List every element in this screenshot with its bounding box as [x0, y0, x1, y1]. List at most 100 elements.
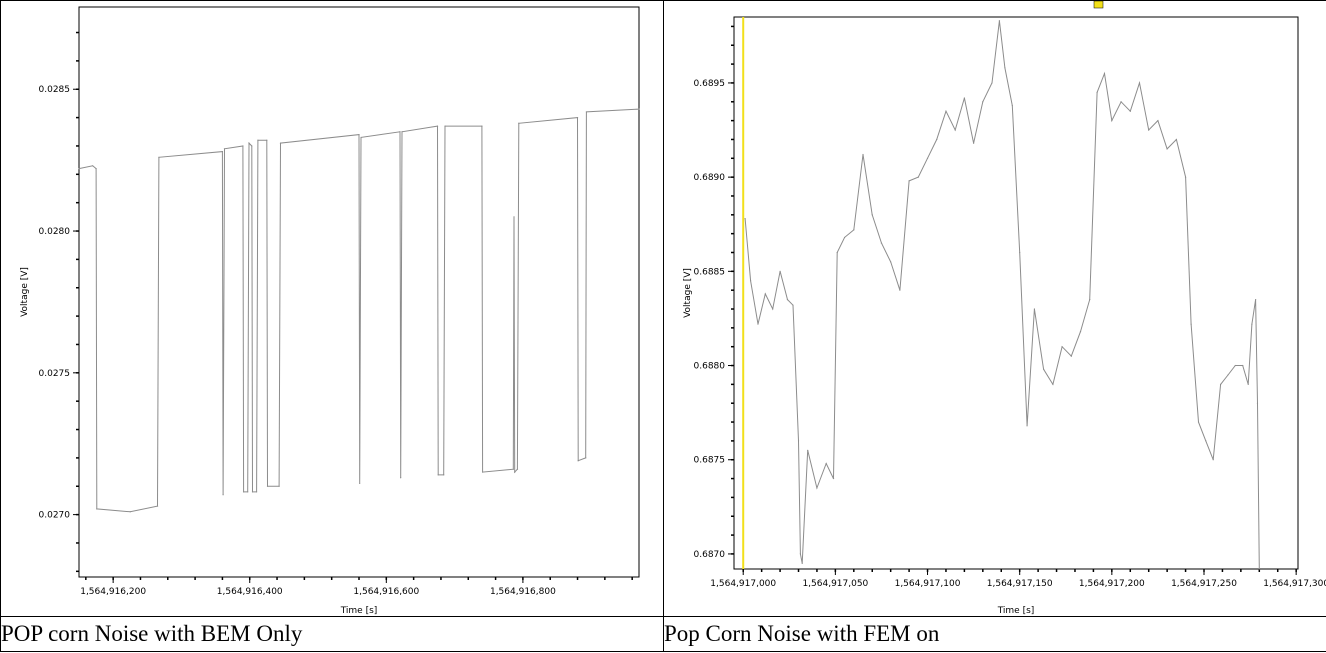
data-point [843, 236, 846, 239]
data-point [779, 270, 781, 272]
x-tick-label: 1,564,917,200 [1079, 579, 1145, 589]
data-point [222, 494, 224, 496]
data-point [926, 157, 929, 159]
data-point [251, 145, 253, 147]
data-point [1148, 129, 1150, 131]
data-point [481, 125, 483, 127]
data-point [1070, 355, 1072, 357]
data-point [437, 474, 439, 476]
data-point [399, 131, 401, 133]
right-caption: Pop Corn Noise with FEM on [663, 616, 1326, 652]
data-point [279, 142, 282, 144]
data-point [853, 229, 855, 231]
data-point [158, 156, 160, 158]
data-point [129, 511, 131, 513]
data-point [908, 180, 910, 182]
data-point [1129, 110, 1131, 112]
x-tick-label: 1,564,917,300 [1263, 579, 1326, 589]
cursor-marker[interactable] [1093, 1, 1104, 9]
data-point [1061, 346, 1063, 348]
data-point [890, 261, 892, 263]
data-point [518, 122, 520, 124]
data-point [786, 298, 789, 301]
data-point [963, 97, 965, 99]
data-point [360, 136, 362, 139]
data-point [482, 471, 484, 473]
data-point [257, 139, 259, 141]
data-point [1197, 421, 1200, 423]
x-tick-label: 1,564,916,400 [217, 587, 283, 597]
data-point [982, 101, 984, 103]
left-caption: POP corn Noise with BEM Only [0, 616, 664, 652]
y-tick-label: 0.6870 [694, 550, 726, 560]
data-point [1103, 72, 1106, 75]
data-point [1120, 101, 1122, 103]
data-point [400, 477, 402, 479]
data-point [871, 214, 873, 216]
data-point [436, 125, 439, 127]
data-point [1157, 120, 1159, 122]
data-point [359, 482, 361, 485]
y-tick-label: 0.0280 [39, 227, 71, 237]
data-point [1234, 364, 1236, 367]
data-point [917, 176, 919, 178]
data-point [401, 131, 403, 133]
data-point [757, 323, 759, 325]
data-point [792, 304, 794, 306]
y-tick-label: 0.0270 [39, 511, 71, 521]
data-point [1227, 374, 1229, 376]
data-point [1004, 67, 1006, 69]
data-point [1255, 298, 1257, 301]
data-point [638, 108, 640, 110]
data-point [1205, 440, 1207, 442]
data-point [1219, 383, 1222, 385]
data-point [278, 485, 280, 487]
data-point [1096, 91, 1098, 93]
data-point [444, 125, 446, 127]
left-plot-cell: 0.0270 0.0275 0.0280 0.0285 1,564,916,200 1,5… [0, 0, 664, 617]
data-point [95, 168, 97, 170]
data-point [1166, 148, 1168, 150]
data-point [247, 491, 249, 493]
data-point [223, 148, 226, 150]
data-point [1026, 425, 1028, 427]
x-tick-label: 1,564,917,000 [710, 579, 776, 589]
data-point [862, 153, 864, 156]
data-point [1079, 331, 1082, 333]
y-axis-title: Voltage [V] [683, 268, 693, 318]
data-point [744, 217, 746, 220]
data-point [1212, 459, 1214, 461]
x-axis-title: Time [s] [997, 606, 1035, 616]
x-tick-label: 1,564,917,050 [802, 579, 868, 589]
data-point [1052, 383, 1054, 385]
right-chart: 0.6870 0.6875 0.6880 0.6885 0.6890 0.6895 1,56… [683, 1, 1326, 616]
data-point [1184, 176, 1187, 178]
data-point [749, 280, 752, 282]
data-point [801, 562, 803, 564]
data-point [1138, 82, 1141, 84]
data-point [1247, 383, 1249, 385]
data-point [816, 487, 818, 489]
voltage-trace [78, 108, 640, 513]
x-tick-label: 1,564,917,150 [987, 579, 1053, 589]
data-point [825, 462, 827, 465]
y-tick-label: 0.6875 [694, 456, 726, 466]
data-point [514, 471, 516, 473]
data-point [836, 251, 838, 254]
data-point [1111, 120, 1113, 122]
right-plot-cell: 0.6870 0.6875 0.6880 0.6885 0.6890 0.6895 1,56… [663, 0, 1326, 617]
data-point [1089, 298, 1091, 301]
plot-frame [733, 16, 1299, 570]
data-point [1190, 323, 1192, 325]
data-point [764, 293, 766, 295]
data-point [585, 111, 588, 113]
data-point [512, 468, 514, 470]
data-point [577, 460, 579, 462]
data-point [1256, 402, 1259, 404]
data-point [807, 449, 809, 451]
data-point [358, 134, 360, 136]
data-point [242, 145, 244, 147]
data-point [991, 82, 993, 84]
data-point [221, 151, 224, 153]
